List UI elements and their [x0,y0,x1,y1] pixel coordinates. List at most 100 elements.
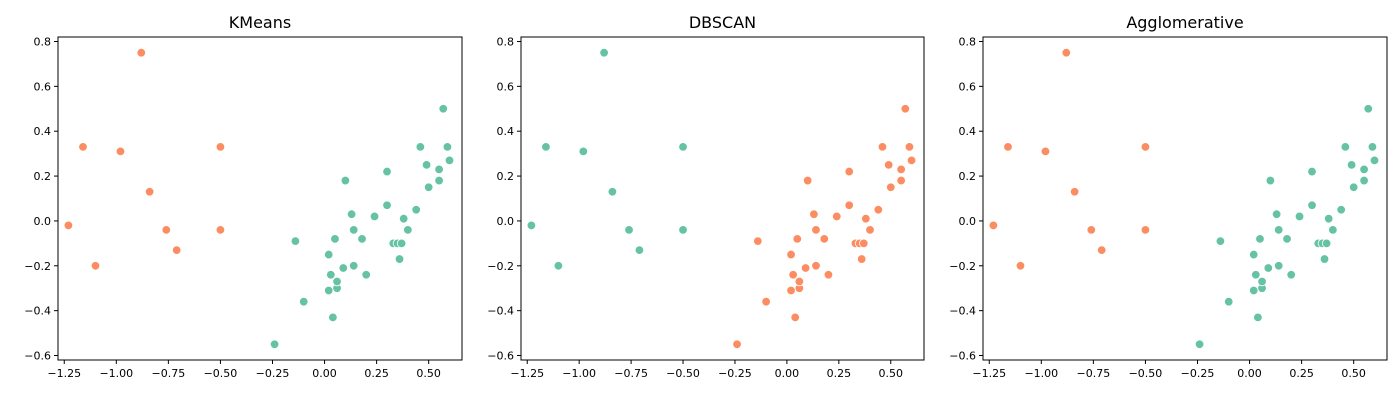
data-point [788,270,798,280]
x-tick-label: 0.25 [827,367,852,380]
data-point [1140,225,1151,235]
axes-frame [982,36,1388,361]
data-point [1363,104,1373,114]
data-point [1323,213,1334,224]
data-point [63,220,74,231]
plot-title: Agglomerative [1126,13,1243,32]
data-point [802,175,813,186]
y-tick-label: 0.8 [34,35,52,48]
y-tick-label: 0.0 [497,215,515,228]
data-point [678,142,688,152]
y-tick-label: −0.2 [487,260,514,273]
data-point [886,182,896,192]
data-point [1307,166,1317,177]
data-point [1249,249,1259,260]
data-point [1367,142,1378,152]
y-tick-label: −0.4 [24,305,51,318]
x-tick-label: −0.75 [1077,367,1111,380]
data-point [215,142,226,152]
data-point [161,225,171,235]
x-tick-label: −1.25 [510,367,544,380]
data-point [349,261,359,271]
x-tick-label: 0.00 [312,367,337,380]
data-point [792,234,802,244]
x-tick-label: −0.25 [1181,367,1215,380]
x-tick-label: −0.25 [256,367,290,380]
data-point [578,146,589,157]
data-point [1265,175,1276,186]
x-tick-label: 0.25 [364,367,389,380]
x-tick-label: −0.50 [666,367,700,380]
data-point [1340,142,1351,152]
x-tick-label: 0.25 [1289,367,1314,380]
data-point [369,211,380,222]
data-point [624,225,634,235]
data-point [1286,270,1296,280]
data-point [290,236,301,246]
data-point [1249,285,1259,296]
x-tick-label: 0.00 [1237,367,1262,380]
data-point [78,142,88,152]
data-point [1328,225,1338,235]
data-point [811,225,821,235]
data-point [382,200,392,210]
data-point [215,225,226,235]
data-point [324,249,334,260]
data-point [1282,234,1292,244]
data-point [411,205,421,215]
data-point [403,225,413,235]
data-point [861,213,871,224]
axes-frame [57,36,463,361]
data-point [896,164,906,175]
data-point [394,254,405,264]
y-tick-label: 0.6 [34,80,52,93]
data-point [896,175,906,186]
data-point [1097,245,1107,255]
data-point [1086,225,1096,235]
data-point [856,254,867,264]
y-tick-label: 0.8 [959,35,977,48]
data-point [877,142,888,152]
data-point [338,263,348,273]
x-tick-label: −1.25 [47,367,81,380]
data-point [444,155,455,166]
data-point [832,211,842,222]
y-tick-label: 0.2 [34,170,52,183]
data-point [1359,175,1369,186]
y-tick-label: 0.4 [34,125,52,138]
data-point [844,200,854,210]
data-point [859,238,869,249]
y-tick-label: 0.8 [497,35,515,48]
data-point [1015,261,1026,271]
data-point [1215,236,1226,246]
subplot-kmeans: KMeans −1.25 −1.00 −0.75 −0.50 −0.25 0.00 0.25 0… [24,13,463,380]
data-point [1359,164,1369,175]
data-point [1003,142,1013,152]
data-point [865,225,875,235]
data-point [526,220,537,231]
data-point [988,220,999,231]
data-point [357,234,367,244]
data-point [361,270,371,280]
data-point [269,339,280,349]
data-point [324,285,334,296]
x-tick-label: 0.50 [879,367,904,380]
x-tick-label: −1.00 [562,367,596,380]
data-point [1348,182,1359,192]
plot-title: KMeans [229,13,291,32]
y-tick-label: 0.0 [959,215,977,228]
y-tick-label: −0.4 [949,305,976,318]
subplot-agglomerative: Agglomerative −1.25 −1.00 −0.75 −0.50 −0.25 0.… [949,13,1388,380]
data-point [423,182,434,192]
data-point [115,146,126,157]
y-tick-label: 0.6 [959,80,977,93]
data-point [396,238,407,249]
data-point [398,213,409,224]
data-point [1140,142,1151,152]
y-tick-label: 0.2 [959,170,977,183]
data-point [809,209,819,219]
data-point [800,263,811,273]
x-tick-label: −0.50 [1129,367,1163,380]
x-tick-label: −0.25 [718,367,752,380]
data-point [541,142,551,152]
